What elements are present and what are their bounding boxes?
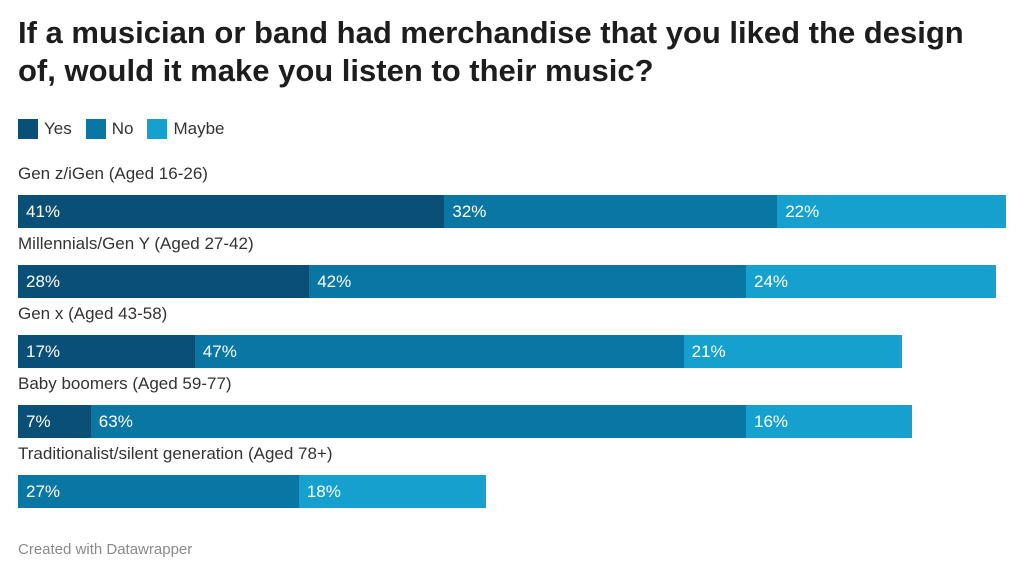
category-label: Gen z/iGen (Aged 16-26) (18, 164, 208, 183)
data-label: 17% (26, 342, 61, 361)
bar-segment-no: 42% (309, 265, 746, 298)
legend-label-maybe: Maybe (173, 119, 225, 138)
category-label: Millennials/Gen Y (Aged 27-42) (18, 234, 254, 253)
chart-title: If a musician or band had merchandise th… (18, 15, 964, 88)
data-label: 41% (26, 202, 61, 221)
legend-item-yes: Yes (18, 119, 72, 139)
data-label: 63% (98, 412, 133, 431)
legend: Yes No Maybe (18, 119, 239, 139)
bar-segment-yes: 41% (18, 195, 445, 228)
bar-segment-yes: 17% (18, 335, 195, 368)
legend-swatch-no (85, 119, 106, 139)
legend-item-maybe: Maybe (147, 119, 225, 139)
data-label: 18% (306, 482, 341, 501)
bar-segment-no: 27% (18, 475, 299, 508)
data-label: 24% (754, 272, 789, 291)
data-label: 21% (691, 342, 726, 361)
category-label: Gen x (Aged 43-58) (18, 304, 168, 323)
bar-segment-maybe: 18% (298, 475, 486, 508)
legend-swatch-yes (18, 119, 38, 139)
bar-segment-no: 47% (194, 335, 684, 368)
legend-label-no: No (111, 119, 134, 138)
bar-segment-yes: 28% (18, 265, 310, 298)
credit-footer: Created with Datawrapper (18, 541, 193, 558)
category-label: Baby boomers (Aged 59-77) (18, 374, 232, 393)
bar-segment-maybe: 24% (746, 265, 996, 298)
bar-segment-no: 63% (90, 405, 746, 438)
data-label: 32% (452, 202, 487, 221)
legend-swatch-maybe (147, 119, 168, 139)
data-label: 47% (202, 342, 237, 361)
data-label: 16% (754, 412, 789, 431)
bar-segment-yes: 7% (18, 405, 91, 438)
legend-label-yes: Yes (44, 119, 72, 138)
legend-item-no: No (85, 119, 134, 139)
bar-segment-maybe: 16% (746, 405, 913, 438)
bar-segment-maybe: 22% (777, 195, 1006, 228)
data-label: 42% (317, 272, 352, 291)
data-label: 22% (785, 202, 820, 221)
data-label: 28% (26, 272, 61, 291)
category-label: Traditionalist/silent generation (Aged 7… (18, 444, 333, 463)
data-label: 7% (26, 412, 51, 431)
data-label: 27% (26, 482, 61, 501)
bar-segment-maybe: 21% (683, 335, 902, 368)
bar-segment-no: 32% (444, 195, 778, 228)
bar-chart: Gen z/iGen (Aged 16-26) 41% 32% 22% Millenni… (18, 164, 1006, 508)
